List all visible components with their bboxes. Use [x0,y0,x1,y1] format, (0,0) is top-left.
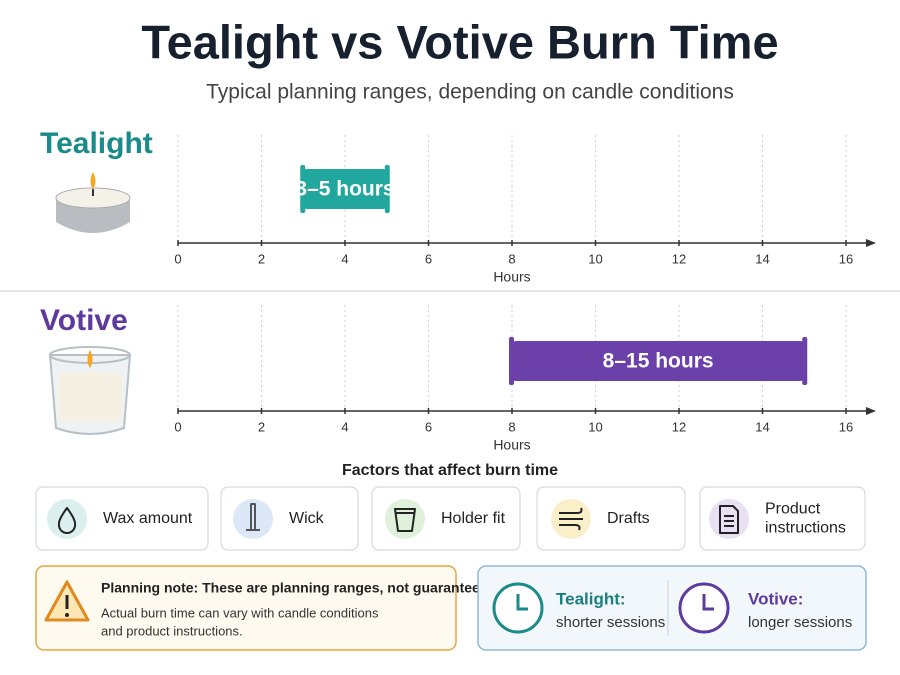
warning-icon [44,580,90,622]
factor-icon [394,508,416,532]
factor-icon [559,507,583,531]
x-tick-label: 6 [425,251,432,266]
x-tick-label: 4 [341,419,348,434]
bar-cap [384,165,390,213]
clock-icon [678,582,730,634]
title: Tealight vs Votive Burn Time [141,15,778,68]
x-tick-label: 2 [258,419,265,434]
note-line: and product instructions. [101,623,243,638]
subtitle: Typical planning ranges, depending on ca… [206,81,734,104]
x-tick-label: 14 [755,251,769,266]
x-tick-label: 16 [839,419,853,434]
factor-label: Drafts [607,510,650,527]
axis-arrow [866,407,876,415]
factor-icon [57,507,77,534]
bar-label: 8–15 hours [603,350,714,373]
x-tick-label: 0 [174,251,181,266]
factor-icon-bg [233,499,273,539]
factor-label: Product [765,501,821,518]
x-tick-label: 2 [258,251,265,266]
summary-box [477,565,867,651]
range-bar [303,169,387,209]
bar-label: 3–5 hours [295,178,394,201]
x-tick-label: 10 [588,419,602,434]
x-tick-label: 14 [755,419,769,434]
factor-label: instructions [765,520,846,537]
summary-text: shorter sessions [556,614,665,631]
x-axis-label: Hours [493,437,530,453]
bar-cap [509,337,514,385]
x-tick-label: 16 [839,251,853,266]
bar-cap [802,337,808,385]
bar-cap [300,165,306,213]
factor-icon [719,505,739,534]
factor-icon-bg [47,499,87,539]
panel-title: Tealight [40,127,153,160]
x-tick-label: 12 [672,419,686,434]
x-tick-label: 8 [508,251,515,266]
clock-icon [492,582,544,634]
summary-label: Votive: [748,589,803,608]
x-tick-label: 8 [508,419,515,434]
x-tick-label: 0 [174,419,181,434]
factor-label: Wick [289,510,325,527]
summary-text: longer sessions [748,614,852,631]
x-tick-label: 12 [672,251,686,266]
factor-icon-bg [385,499,425,539]
x-axis-label: Hours [493,269,530,285]
range-bar [512,341,805,381]
votive-icon [48,346,132,435]
factor-label: Holder fit [441,510,506,527]
x-tick-label: 6 [425,419,432,434]
x-tick-label: 10 [588,251,602,266]
factor-icon [246,503,260,531]
factor-label: Wax amount [103,510,193,527]
tealight-icon [55,172,131,233]
panel-title: Votive [40,304,128,337]
axis-arrow [866,239,876,247]
note-heading: Planning note: These are planning ranges… [101,580,492,596]
note-line: Actual burn time can vary with candle co… [101,605,379,620]
factors-title: Factors that affect burn time [342,462,558,479]
note-box [35,565,457,651]
summary-label: Tealight: [556,589,626,608]
x-tick-label: 4 [341,251,348,266]
